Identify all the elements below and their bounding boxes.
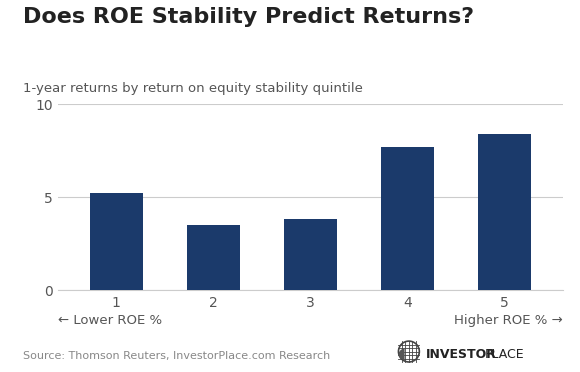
Text: PLACE: PLACE: [484, 348, 524, 361]
Text: Does ROE Stability Predict Returns?: Does ROE Stability Predict Returns?: [23, 7, 474, 28]
Text: Source: Thomson Reuters, InvestorPlace.com Research: Source: Thomson Reuters, InvestorPlace.c…: [23, 351, 331, 361]
Text: Higher ROE % →: Higher ROE % →: [454, 314, 563, 327]
Bar: [478, 134, 531, 290]
Text: ◖: ◖: [397, 346, 405, 361]
Text: INVESTOR: INVESTOR: [426, 348, 497, 361]
Text: 1-year returns by return on equity stability quintile: 1-year returns by return on equity stabi…: [23, 82, 363, 95]
Bar: [187, 225, 240, 290]
Bar: [284, 219, 337, 290]
Bar: [89, 193, 143, 290]
Bar: [380, 147, 434, 290]
Text: ← Lower ROE %: ← Lower ROE %: [58, 314, 162, 327]
